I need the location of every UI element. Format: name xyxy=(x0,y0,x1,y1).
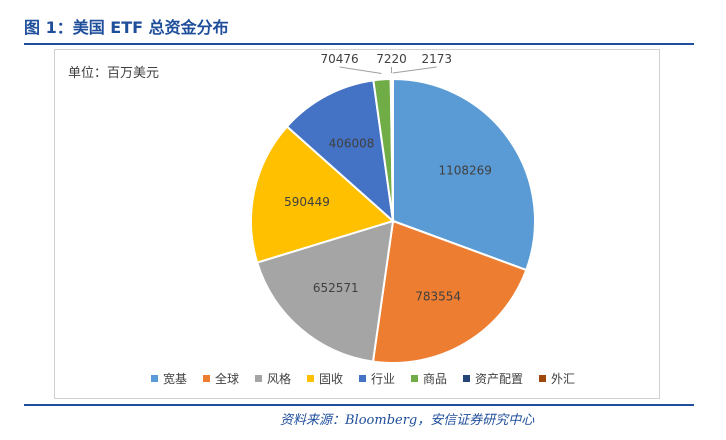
pie-slice-1 xyxy=(371,219,528,364)
leader-line-5 xyxy=(339,66,382,74)
legend-item-6: 资产配置 xyxy=(463,370,523,387)
legend-item-5: 商品 xyxy=(411,370,447,387)
pie-slice-7 xyxy=(391,77,394,222)
data-label-7: 2173 xyxy=(421,52,452,66)
bottom-rule xyxy=(24,404,694,406)
legend-item-7: 外汇 xyxy=(539,370,575,387)
legend-swatch-5 xyxy=(411,375,419,382)
legend-label-3: 固收 xyxy=(318,372,343,386)
pie-slice-2 xyxy=(255,219,395,363)
legend-label-5: 商品 xyxy=(423,372,448,386)
data-label-2: 652571 xyxy=(313,281,359,295)
figure-title: 图 1：美国 ETF 总资金分布 xyxy=(24,18,229,37)
data-label-1: 783554 xyxy=(415,290,461,304)
legend-swatch-4 xyxy=(359,375,366,382)
data-label-5: 70476 xyxy=(320,52,358,66)
legend-label-4: 行业 xyxy=(371,372,396,386)
data-label-4: 406008 xyxy=(329,136,375,150)
legend-swatch-3 xyxy=(306,375,314,382)
legend-item-1: 全球 xyxy=(202,370,239,387)
legend-label-2: 风格 xyxy=(266,372,291,386)
legend-item-0: 宽基 xyxy=(150,370,187,387)
pie-slice-0 xyxy=(392,77,536,272)
legend-label-1: 全球 xyxy=(214,372,239,386)
data-label-6: 7220 xyxy=(376,52,407,66)
legend-swatch-7 xyxy=(539,375,547,382)
legend-swatch-2 xyxy=(254,375,262,382)
data-label-0: 1108269 xyxy=(438,164,491,178)
pie-slice-3 xyxy=(250,125,395,264)
leader-line-7 xyxy=(392,66,437,74)
legend-swatch-0 xyxy=(150,375,158,382)
source-note: 资料来源：Bloomberg，安信证券研究中心 xyxy=(280,413,535,428)
pie-slice-4 xyxy=(285,79,395,224)
legend-item-4: 行业 xyxy=(359,370,395,387)
legend-label-7: 外汇 xyxy=(551,372,576,386)
legend: 宽基 全球 风格 固收 行业 商品 资产配置 外汇 xyxy=(0,370,726,387)
data-label-3: 590449 xyxy=(284,195,330,209)
legend-item-3: 固收 xyxy=(306,370,343,387)
legend-swatch-1 xyxy=(202,375,210,382)
top-rule xyxy=(24,43,694,45)
unit-label: 单位：百万美元 xyxy=(68,66,160,81)
legend-swatch-6 xyxy=(463,375,471,382)
legend-item-2: 风格 xyxy=(254,370,291,387)
legend-label-6: 资产配置 xyxy=(475,372,524,386)
legend-label-0: 宽基 xyxy=(162,372,187,386)
